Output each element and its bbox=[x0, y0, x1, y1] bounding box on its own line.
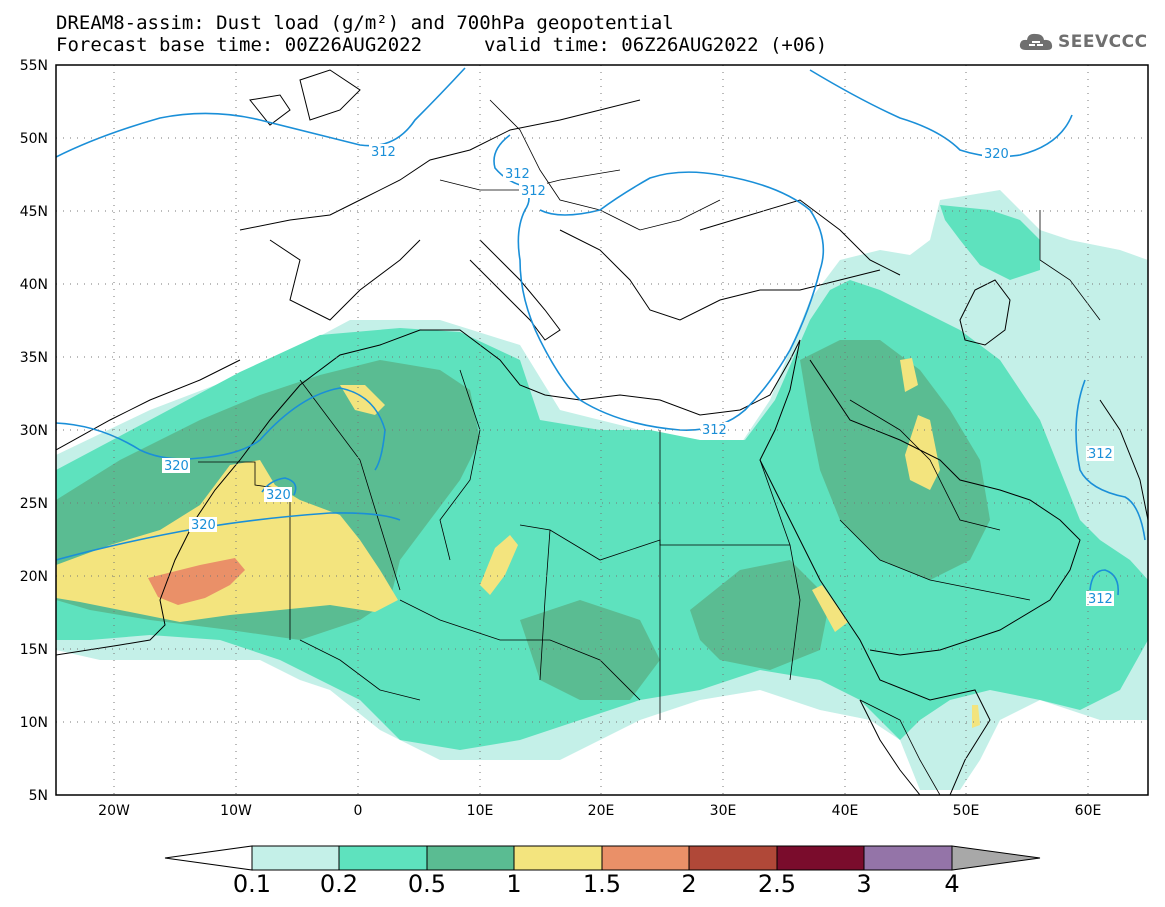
svg-text:312: 312 bbox=[1088, 447, 1113, 462]
lon-label: 0 bbox=[354, 803, 363, 819]
contour-320-ring bbox=[261, 477, 297, 496]
colorbar-swatch bbox=[338, 845, 428, 871]
lat-label: 5N bbox=[29, 788, 48, 804]
lat-label: 30N bbox=[20, 423, 48, 439]
colorbar-low-arrow bbox=[164, 845, 253, 871]
lat-label: 50N bbox=[20, 131, 48, 147]
contour-label: 320 bbox=[162, 458, 190, 474]
colorbar-high-arrow bbox=[951, 845, 1041, 871]
colorbar-swatch bbox=[688, 845, 778, 871]
contour-320-east bbox=[809, 69, 1073, 158]
dust-level-1.5 bbox=[148, 558, 245, 605]
contour-label: 320 bbox=[264, 487, 292, 503]
plot-frame bbox=[55, 64, 1149, 796]
dust-level-1-b bbox=[480, 535, 518, 595]
coastlines bbox=[56, 69, 1148, 795]
colorbar-swatch bbox=[863, 845, 953, 871]
lat-label: 55N bbox=[20, 58, 48, 74]
dust-level-0.5-d bbox=[800, 340, 990, 580]
colorbar-swatch bbox=[251, 845, 340, 871]
contour-labels: 312 312 312 312 312 312 320 320 320 320 bbox=[162, 144, 1114, 607]
svg-text:320: 320 bbox=[164, 459, 189, 474]
dust-level-1-d bbox=[900, 358, 918, 392]
lat-label: 25N bbox=[20, 496, 48, 512]
colorbar-label: 4 bbox=[944, 870, 959, 898]
colorbar-swatch bbox=[601, 845, 690, 871]
forecast-base-time: Forecast base time: 00Z26AUG2022 bbox=[56, 34, 423, 56]
colorbar-label: 0.1 bbox=[233, 870, 271, 898]
dust-level-1 bbox=[56, 460, 398, 622]
colorbar-swatch bbox=[513, 845, 603, 871]
dust-level-0.5-b bbox=[520, 600, 660, 700]
contour-label: 312 bbox=[1086, 446, 1114, 462]
contour-320-south bbox=[56, 512, 401, 561]
dust-level-0.2-caspian bbox=[940, 205, 1040, 280]
graticule bbox=[56, 65, 1148, 795]
lat-label: 20N bbox=[20, 569, 48, 585]
lat-label: 15N bbox=[20, 642, 48, 658]
valid-time: valid time: 06Z26AUG2022 (+06) bbox=[484, 34, 828, 56]
longitude-labels: 20W 10W 0 10E 20E 30E 40E 50E 60E bbox=[98, 803, 1101, 819]
contour-312-gulf bbox=[1075, 379, 1146, 541]
contour-312-north bbox=[56, 67, 466, 158]
seevccc-logo: SEEVCCC bbox=[1018, 28, 1148, 56]
colorbar-label: 3 bbox=[856, 870, 871, 898]
contour-label: 320 bbox=[982, 146, 1010, 162]
latitude-labels: 55N 50N 45N 40N 35N 30N 25N 20N 15N 10N … bbox=[20, 58, 48, 804]
svg-text:312: 312 bbox=[505, 167, 530, 182]
svg-text:320: 320 bbox=[191, 518, 216, 533]
dust-load-fields bbox=[56, 190, 1148, 790]
lat-label: 40N bbox=[20, 277, 48, 293]
colorbar-swatch bbox=[776, 845, 865, 871]
svg-text:320: 320 bbox=[984, 147, 1009, 162]
cloud-logo-icon bbox=[1019, 33, 1053, 50]
colorbar-label: 1.5 bbox=[583, 870, 621, 898]
lat-label: 35N bbox=[20, 350, 48, 366]
contour-312-ring bbox=[1089, 569, 1120, 596]
contour-label: 312 bbox=[503, 166, 531, 182]
colorbar-label: 2 bbox=[681, 870, 696, 898]
lon-label: 10W bbox=[220, 803, 252, 819]
colorbar bbox=[164, 845, 1041, 871]
svg-text:312: 312 bbox=[521, 184, 546, 199]
lon-label: 60E bbox=[1075, 803, 1102, 819]
country-borders bbox=[198, 99, 1101, 795]
colorbar-label: 1 bbox=[506, 870, 521, 898]
colorbar-swatch bbox=[426, 845, 515, 871]
lon-label: 50E bbox=[953, 803, 980, 819]
lat-label: 45N bbox=[20, 204, 48, 220]
colorbar-labels: 0.1 0.2 0.5 1 1.5 2 2.5 3 4 bbox=[233, 870, 960, 898]
lon-label: 10E bbox=[467, 803, 494, 819]
contour-label: 312 bbox=[519, 183, 547, 199]
colorbar-label: 0.2 bbox=[320, 870, 358, 898]
contour-label: 320 bbox=[189, 517, 217, 533]
svg-text:312: 312 bbox=[371, 145, 396, 160]
contour-label: 312 bbox=[1086, 591, 1114, 607]
svg-text:320: 320 bbox=[266, 488, 291, 503]
lon-label: 40E bbox=[832, 803, 859, 819]
svg-text:312: 312 bbox=[1088, 592, 1113, 607]
contour-320-sahara bbox=[56, 387, 386, 471]
lon-label: 20W bbox=[98, 803, 130, 819]
colorbar-label: 2.5 bbox=[758, 870, 796, 898]
colorbar-label: 0.5 bbox=[408, 870, 446, 898]
logo-text: SEEVCCC bbox=[1058, 32, 1148, 52]
map-title: DREAM8-assim: Dust load (g/m²) and 700hP… bbox=[56, 12, 674, 34]
contour-label: 312 bbox=[369, 144, 397, 160]
lon-label: 20E bbox=[588, 803, 615, 819]
lon-label: 30E bbox=[710, 803, 737, 819]
dust-level-1-f bbox=[812, 585, 848, 632]
lat-label: 10N bbox=[20, 715, 48, 731]
